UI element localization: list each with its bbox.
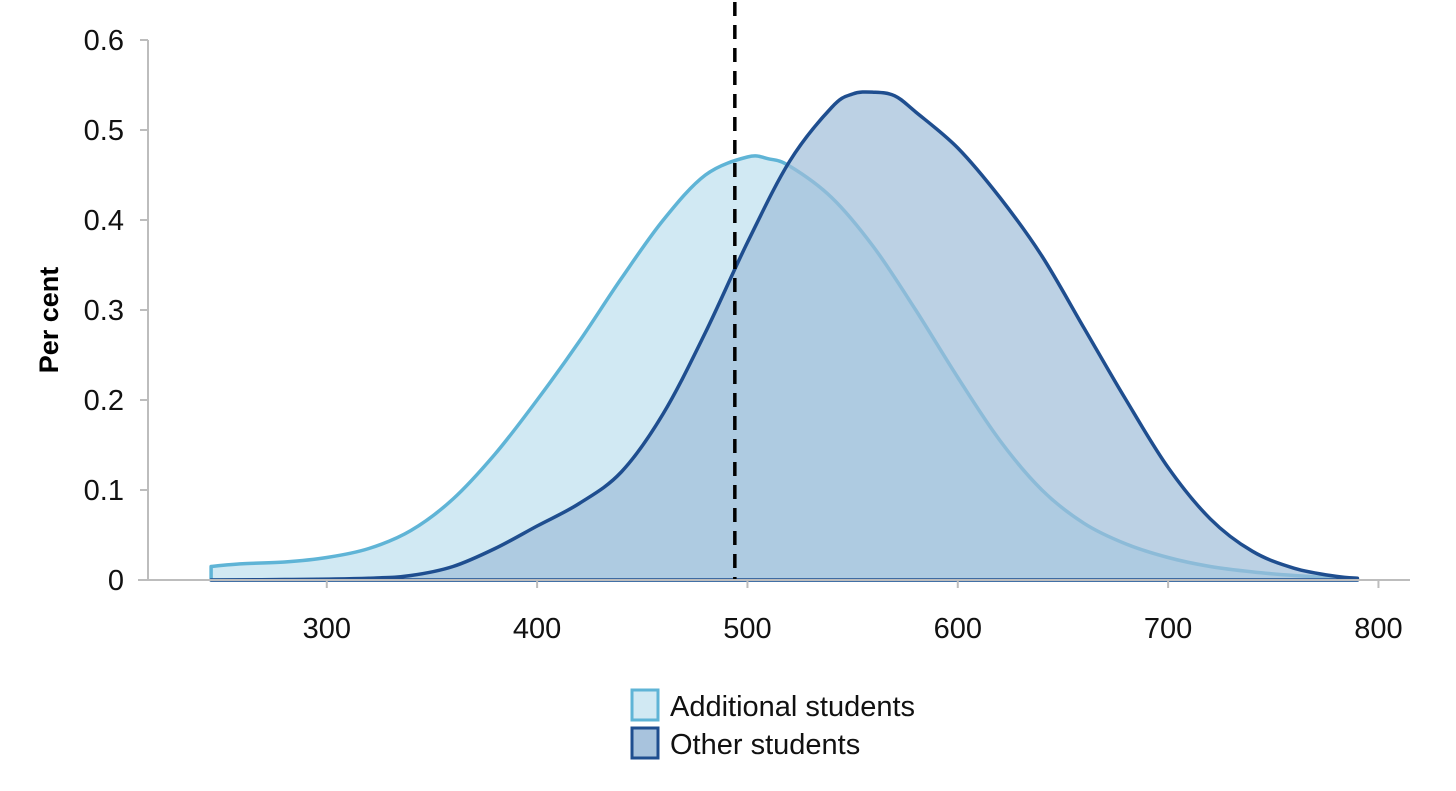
x-tick-label: 600 <box>934 613 982 645</box>
y-tick-label: 0.2 <box>84 385 124 417</box>
legend-swatch-0 <box>630 688 660 722</box>
x-tick-label: 400 <box>513 613 561 645</box>
plot-area <box>209 2 1360 582</box>
legend: Additional students Other students <box>630 688 915 761</box>
y-tick-label: 0 <box>108 565 124 597</box>
x-tick-label: 800 <box>1354 613 1402 645</box>
y-tick-label: 0.3 <box>84 295 124 327</box>
legend-swatch-1 <box>630 726 660 760</box>
legend-label-0: Additional students <box>670 691 915 723</box>
y-axis-title: Per cent <box>34 267 64 374</box>
x-tick-label: 500 <box>723 613 771 645</box>
x-tick-label: 700 <box>1144 613 1192 645</box>
series-area-1 <box>211 91 1358 581</box>
y-tick-label: 0.5 <box>84 115 124 147</box>
y-tick-label: 0.6 <box>84 25 124 57</box>
series-line-1 <box>209 90 1360 582</box>
axes: 0 0.1 0.2 0.3 0.4 0.5 0.6 300 400 500 600 700 800 <box>84 25 1410 645</box>
y-tick-label: 0.1 <box>84 475 124 507</box>
legend-label-1: Other students <box>670 729 860 761</box>
y-tick-label: 0.4 <box>84 205 124 237</box>
x-tick-label: 300 <box>303 613 351 645</box>
